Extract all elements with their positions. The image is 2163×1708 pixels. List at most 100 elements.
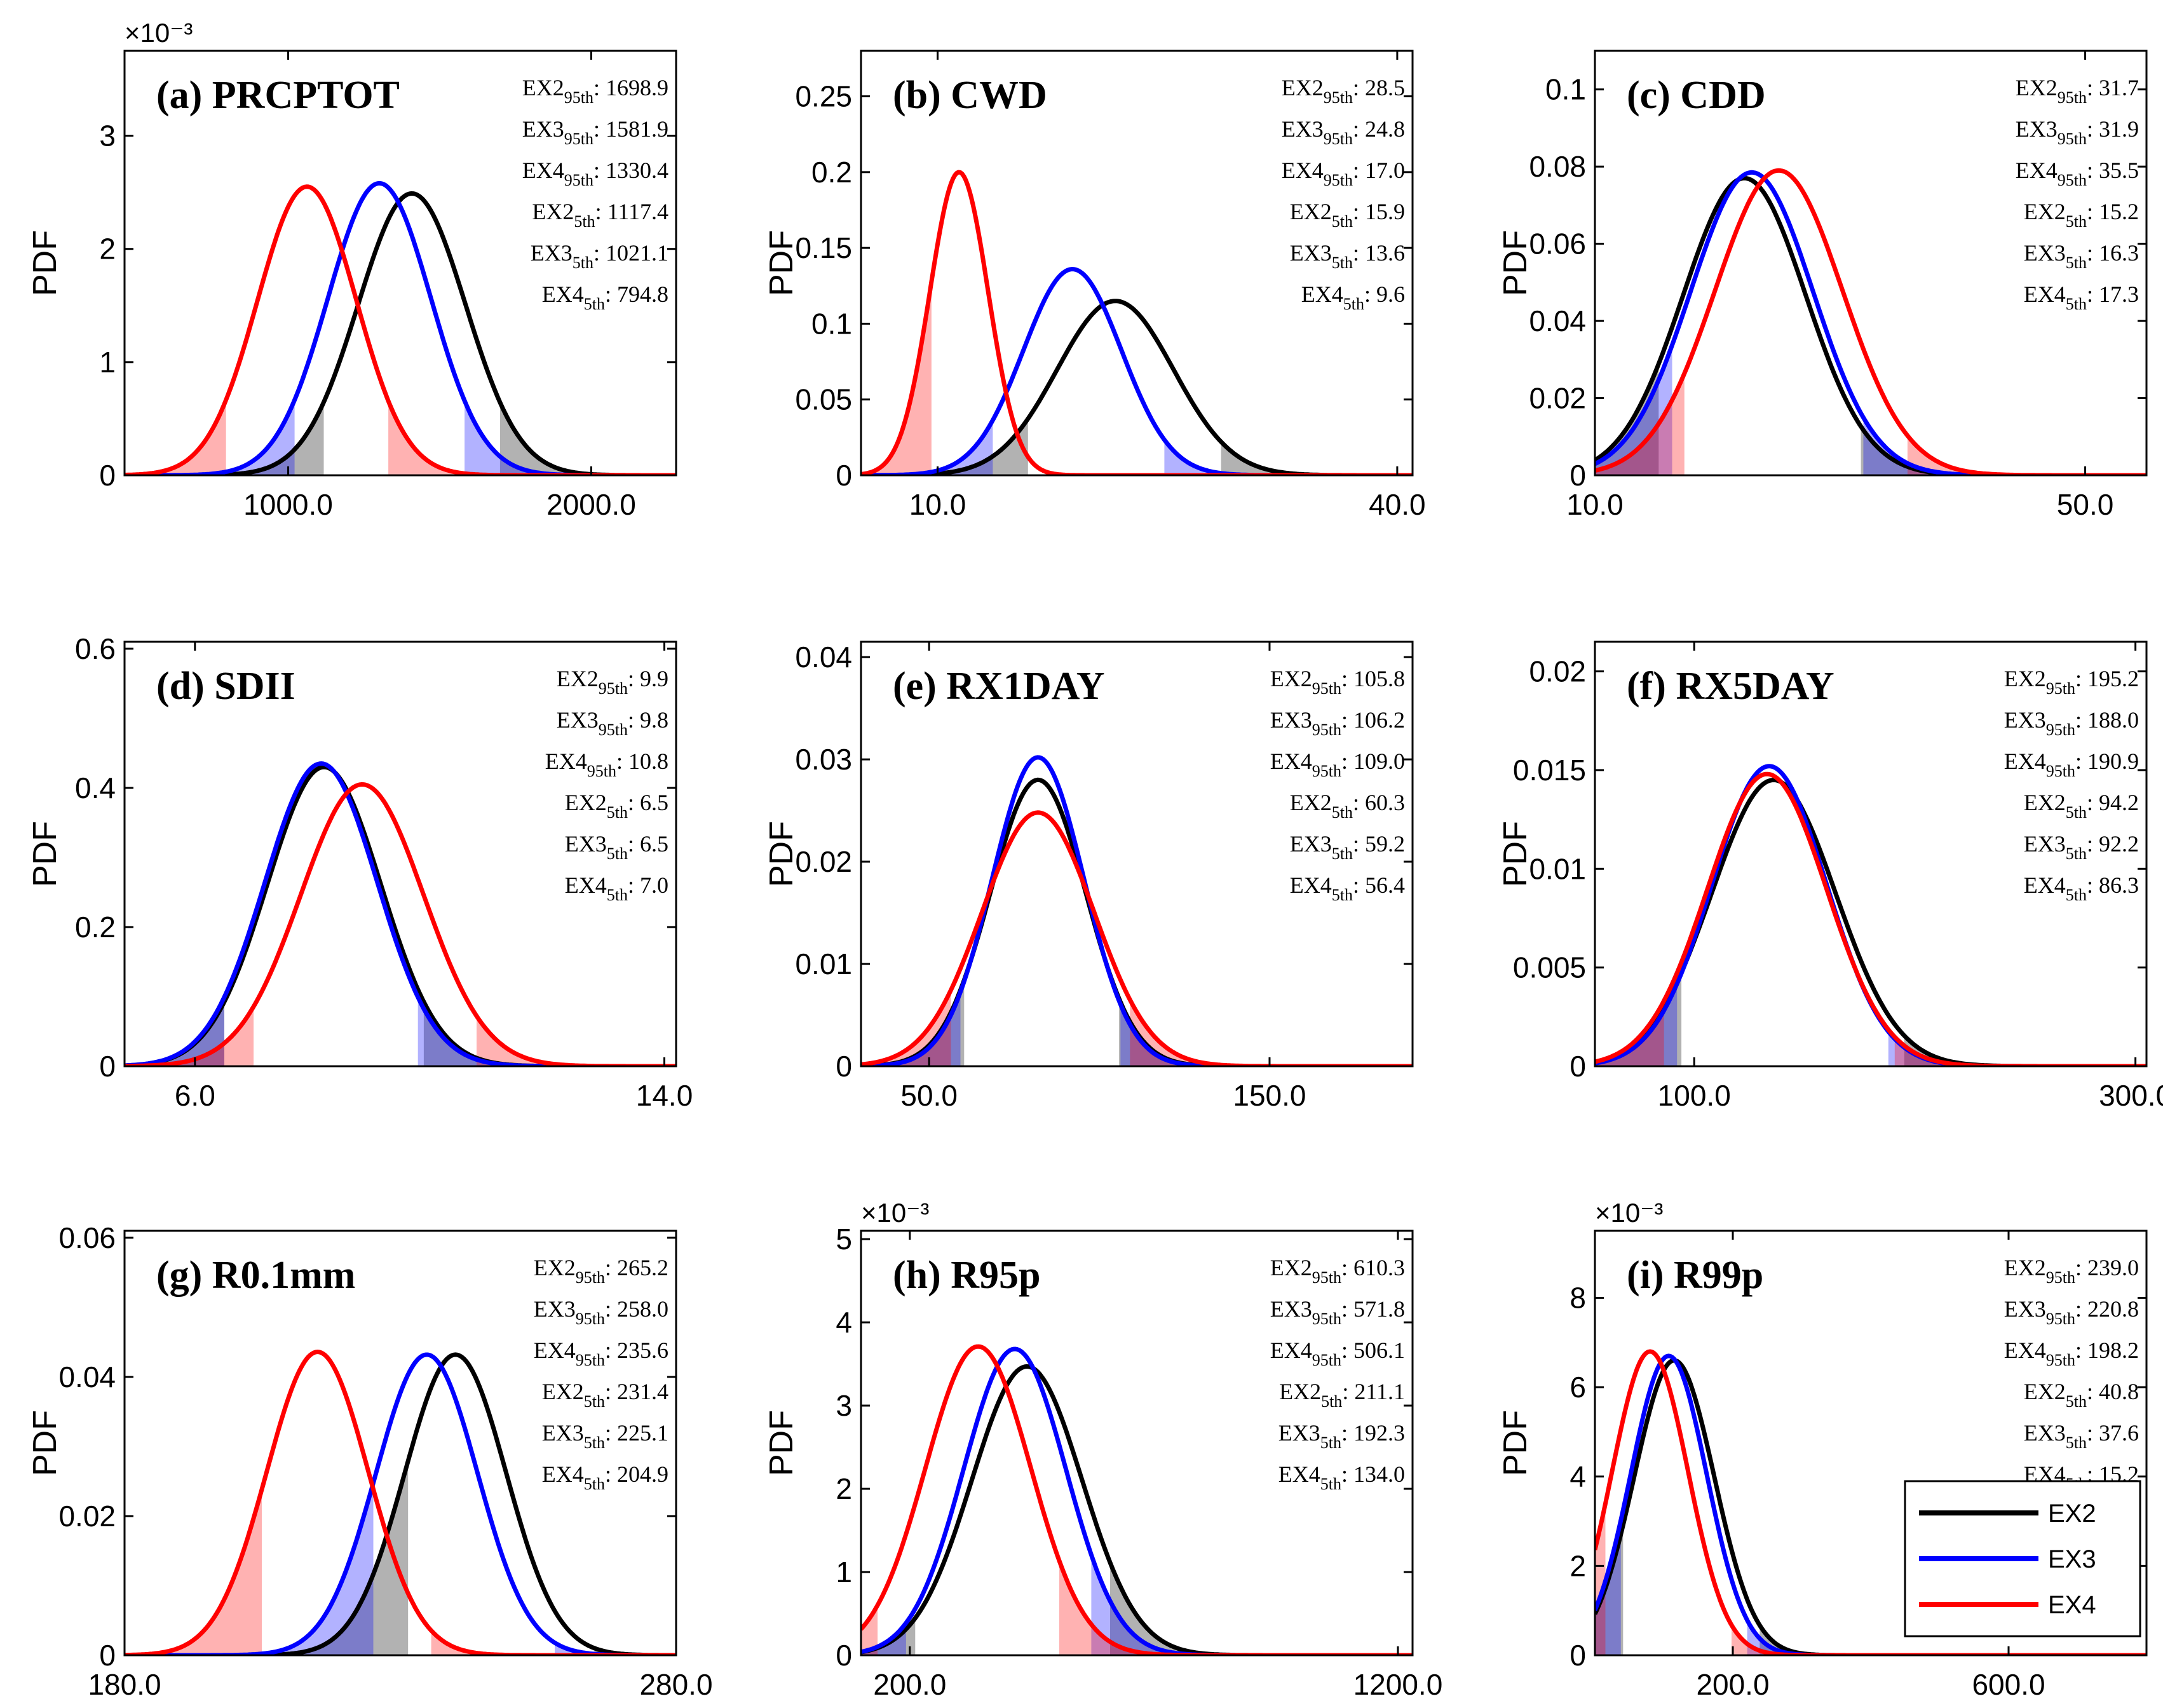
percentile-annotation: EX395th: 106.2 xyxy=(1270,707,1405,739)
panel-title: (c) CDD xyxy=(1627,74,1766,117)
percentile-annotation: EX45th: 134.0 xyxy=(1278,1461,1405,1493)
y-tick-label: 0 xyxy=(1570,1050,1586,1083)
x-tick-label: 1200.0 xyxy=(1353,1668,1443,1701)
percentile-annotation: EX495th: 190.9 xyxy=(2004,749,2139,780)
y-tick-label: 0.15 xyxy=(795,231,852,264)
tail-shade-ex4-lower xyxy=(861,281,932,475)
x-tick-label: 50.0 xyxy=(2057,488,2114,521)
x-tick-label: 180.0 xyxy=(88,1668,161,1701)
y-tick-label: 0.2 xyxy=(811,156,852,189)
legend-label-ex3: EX3 xyxy=(2048,1545,2096,1573)
percentile-annotation: EX495th: 109.0 xyxy=(1270,749,1405,780)
y-axis-label: PDF xyxy=(27,230,64,296)
tail-shade-ex3-upper xyxy=(1120,1004,1413,1066)
axes-box xyxy=(123,50,677,477)
percentile-annotation: EX395th: 258.0 xyxy=(534,1296,668,1328)
y-axis-label: PDF xyxy=(1497,230,1534,296)
tail-shade-ex2-lower xyxy=(861,980,965,1066)
panel-title: (i) R99p xyxy=(1627,1254,1763,1297)
y-tick-label: 4 xyxy=(1570,1460,1586,1493)
y-tick-label: 0 xyxy=(836,459,852,492)
percentile-annotation: EX45th: 56.4 xyxy=(1290,872,1405,904)
y-axis-label: PDF xyxy=(1497,821,1534,887)
percentile-annotation: EX295th: 105.8 xyxy=(1270,666,1405,698)
axis-multiplier: ×10⁻³ xyxy=(861,1198,929,1228)
y-tick-label: 0 xyxy=(836,1639,852,1672)
y-tick-label: 0.01 xyxy=(1529,852,1586,885)
axes-box xyxy=(1594,640,2148,1068)
tail-shade-ex4-upper xyxy=(477,1015,676,1066)
x-tick-label: 300.0 xyxy=(2099,1079,2163,1112)
series-line-ex4 xyxy=(1595,771,2146,1066)
y-tick-label: 2 xyxy=(99,233,116,266)
plot-area-cdd xyxy=(1595,168,2146,475)
tail-shade-ex2-lower xyxy=(1595,363,1659,475)
series-line-ex4 xyxy=(861,1344,1413,1655)
percentile-annotation: EX25th: 40.8 xyxy=(2024,1379,2139,1411)
tail-shade-ex2-upper xyxy=(1119,998,1413,1066)
y-tick-label: 0.1 xyxy=(811,307,852,340)
y-axis-label: PDF xyxy=(763,821,800,887)
panel-sdii: 0 0.2 0.4 0.6 6.0 14.0 PDF (d) SDII EX295th: 9.9… xyxy=(27,632,693,1112)
tail-shade-ex3-upper xyxy=(1091,1554,1413,1655)
axes-box xyxy=(860,1230,1414,1657)
percentile-annotation: EX25th: 231.4 xyxy=(542,1379,668,1411)
panel-rx1day: 0 0.01 0.02 0.03 0.04 50.0 150.0 PDF (e) RX1DAY E… xyxy=(763,640,1414,1112)
tail-shade-ex2-upper xyxy=(499,402,676,475)
percentile-annotation: EX495th: 35.5 xyxy=(2016,158,2139,189)
x-tick-label: 150.0 xyxy=(1233,1079,1306,1112)
percentile-annotation: EX295th: 31.7 xyxy=(2016,75,2139,107)
y-tick-label: 5 xyxy=(836,1223,852,1256)
y-tick-label: 0.02 xyxy=(795,845,852,878)
y-tick-label: 0.25 xyxy=(795,80,852,113)
percentile-annotation: EX25th: 60.3 xyxy=(1290,790,1405,822)
y-tick-label: 0.02 xyxy=(1529,655,1586,688)
y-tick-label: 0.04 xyxy=(1529,304,1586,337)
axes-box xyxy=(860,640,1414,1068)
plot-area-r99p xyxy=(1595,1349,2146,1655)
y-tick-label: 0.03 xyxy=(795,743,852,776)
x-tick-label: 1000.0 xyxy=(243,488,333,521)
tail-shade-ex3-upper xyxy=(1863,417,2146,475)
y-tick-label: 0 xyxy=(1570,459,1586,492)
percentile-annotation: EX495th: 506.1 xyxy=(1270,1338,1405,1369)
percentile-annotation: EX45th: 17.3 xyxy=(2024,281,2139,313)
tail-shade-ex2-lower xyxy=(1595,972,1682,1066)
panel-rx5day: 0 0.005 0.01 0.015 0.02 100.0 300.0 PDF (f) RX5D… xyxy=(1497,640,2163,1112)
percentile-annotation: EX45th: 7.0 xyxy=(565,872,668,904)
y-tick-label: 0.06 xyxy=(58,1221,116,1254)
percentile-annotation: EX295th: 195.2 xyxy=(2004,666,2139,698)
axes-box xyxy=(860,50,1414,477)
y-tick-label: 0 xyxy=(99,1050,116,1083)
tail-shade-ex3-lower xyxy=(125,400,295,475)
panel-r0-1mm: 0 0.02 0.04 0.06 180.0 280.0 PDF (g) R0.1mm EX29… xyxy=(27,1221,713,1701)
percentile-annotation: EX295th: 265.2 xyxy=(534,1255,668,1287)
panel-title: (h) R95p xyxy=(893,1254,1041,1297)
tail-shade-ex2-lower xyxy=(125,402,324,475)
y-axis-label: PDF xyxy=(1497,1410,1534,1476)
x-tick-label: 14.0 xyxy=(636,1079,693,1112)
percentile-annotation: EX395th: 1581.9 xyxy=(522,116,668,148)
y-tick-label: 0 xyxy=(99,459,116,492)
tail-shade-ex4-upper xyxy=(431,1630,676,1655)
y-tick-label: 8 xyxy=(1570,1281,1586,1314)
tail-shade-ex2-upper xyxy=(423,1001,676,1066)
tail-shade-ex4-lower xyxy=(1595,1001,1664,1066)
percentile-annotation: EX295th: 28.5 xyxy=(1282,75,1405,107)
y-tick-label: 0.06 xyxy=(1529,227,1586,261)
x-tick-label: 200.0 xyxy=(873,1668,946,1701)
panel-r99p: 0 2 4 6 8 200.0 600.0 PDF ×10⁻³ (i) R99p EX295th: … xyxy=(1497,1198,2148,1701)
y-tick-label: 0.05 xyxy=(795,383,852,416)
x-tick-label: 600.0 xyxy=(1972,1668,2045,1701)
plot-area-rx1day xyxy=(861,755,1413,1066)
tail-shade-ex4-upper xyxy=(1130,1000,1413,1066)
y-tick-label: 0.01 xyxy=(795,947,852,980)
percentile-annotation: EX25th: 6.5 xyxy=(565,790,668,822)
series-line-ex2 xyxy=(861,1364,1413,1655)
tail-shade-ex4-upper xyxy=(1907,435,2146,475)
axes-box xyxy=(123,1230,677,1657)
tail-shade-ex3-lower xyxy=(1595,345,1672,475)
y-tick-label: 0.4 xyxy=(75,771,116,804)
percentile-annotation: EX35th: 59.2 xyxy=(1290,831,1405,863)
